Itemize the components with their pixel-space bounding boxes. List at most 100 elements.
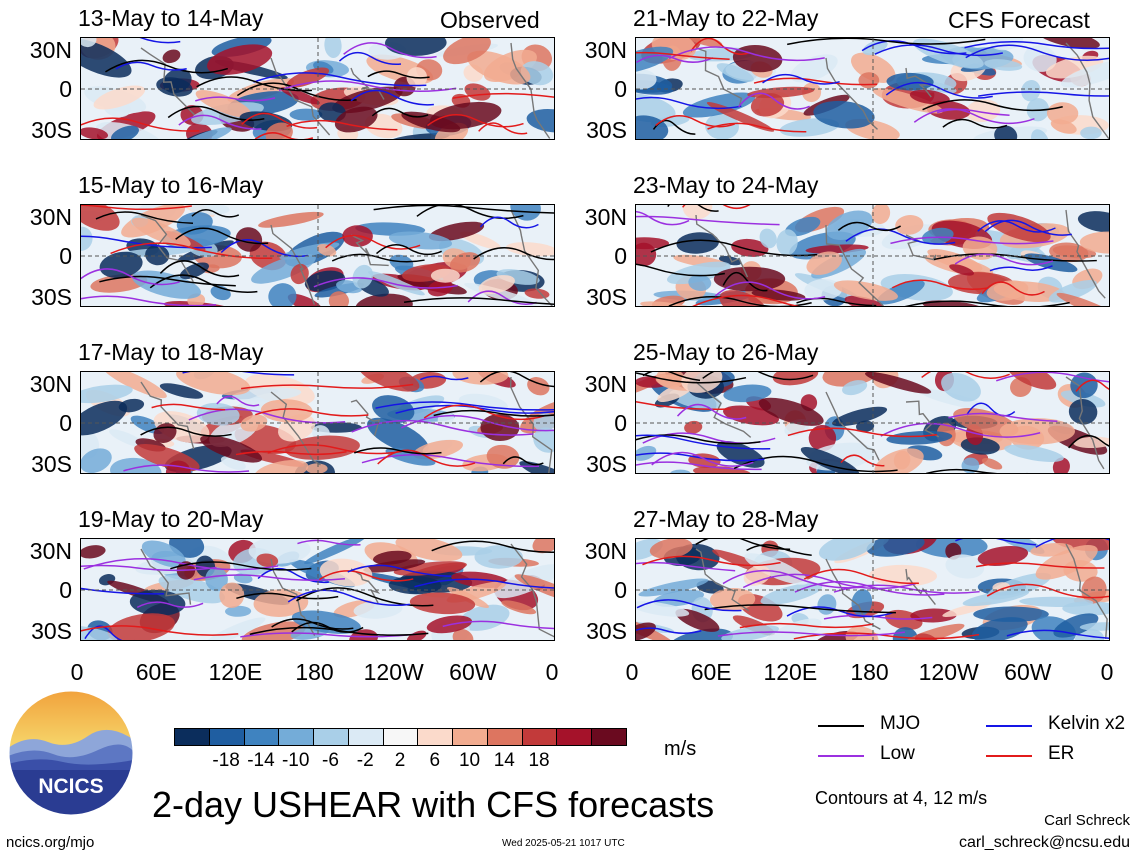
shear-anomaly-blob xyxy=(81,625,118,640)
wave-contour xyxy=(479,372,554,388)
wave-contour xyxy=(668,296,812,306)
wave-contour xyxy=(167,105,265,121)
shear-anomaly-blob xyxy=(81,448,112,473)
shear-anomaly-blob xyxy=(1004,444,1064,462)
shear-anomaly-blob xyxy=(81,384,133,404)
wave-contour xyxy=(331,253,425,263)
legend-line xyxy=(818,755,864,757)
lat-label: 0 xyxy=(59,577,72,603)
wave-contour xyxy=(401,414,554,432)
wave-contour xyxy=(977,220,1056,233)
panel-title: 23-May to 24-May xyxy=(633,172,819,198)
wave-contour xyxy=(81,235,212,249)
shear-anomaly-blob xyxy=(818,539,876,561)
wave-contour xyxy=(1075,379,1109,392)
shear-anomaly-blob xyxy=(372,395,415,423)
shear-anomaly-blob xyxy=(676,232,719,254)
lon-label: 180 xyxy=(850,659,889,685)
coastline xyxy=(270,558,316,636)
coastline xyxy=(270,391,321,466)
shear-anomaly-blob xyxy=(977,545,1029,567)
lon-label: 180 xyxy=(295,659,334,685)
shear-anomaly-blob xyxy=(999,418,1075,445)
shear-anomaly-blob xyxy=(409,592,476,615)
wave-contour xyxy=(375,401,554,411)
lon-label: 120E xyxy=(763,659,818,685)
wave-contour xyxy=(753,77,878,86)
shear-anomaly-blob xyxy=(200,435,263,463)
shear-anomaly-blob xyxy=(430,268,460,283)
wave-contour xyxy=(890,236,1054,245)
panel-title: 17-May to 18-May xyxy=(78,339,264,365)
wave-contour xyxy=(467,290,537,305)
shear-anomaly-blob xyxy=(81,545,106,559)
shear-anomaly-blob xyxy=(478,275,515,295)
shear-anomaly-blob xyxy=(1079,622,1109,631)
shear-anomaly-blob xyxy=(258,211,324,228)
coastline xyxy=(825,558,881,630)
shear-anomaly-blob xyxy=(994,125,1018,139)
lat-label: 0 xyxy=(614,410,627,436)
wave-contour xyxy=(297,539,361,546)
shear-anomaly-blob xyxy=(842,380,868,396)
shear-anomaly-blob xyxy=(893,450,911,470)
wave-contour xyxy=(318,570,414,582)
shear-anomaly-blob xyxy=(459,604,510,631)
shear-anomaly-blob xyxy=(640,301,702,306)
shear-anomaly-blob xyxy=(254,460,309,473)
shear-anomaly-blob xyxy=(467,50,531,85)
coastline xyxy=(695,548,750,612)
lat-label: 30N xyxy=(584,371,627,397)
shear-anomaly-blob xyxy=(719,290,767,306)
lon-label: 120W xyxy=(363,659,424,685)
wave-contour xyxy=(695,539,791,551)
shear-anomaly-blob xyxy=(81,127,109,139)
wave-contour xyxy=(955,539,1037,546)
lat-label: 30N xyxy=(29,204,72,230)
shear-anomaly-blob xyxy=(636,115,669,139)
shear-anomaly-blob xyxy=(256,553,279,568)
coastline xyxy=(510,209,554,306)
shear-anomaly-blob xyxy=(866,539,925,557)
lat-label: 0 xyxy=(614,76,627,102)
wave-contour xyxy=(136,601,204,609)
coastline xyxy=(825,391,880,461)
shear-anomaly-blob xyxy=(965,99,1001,123)
shear-anomaly-blob xyxy=(332,86,403,114)
colorbar-label: 2 xyxy=(394,750,406,771)
coastline xyxy=(905,400,940,438)
wave-contour xyxy=(254,132,314,139)
wave-contour xyxy=(195,96,276,102)
shear-anomaly-blob xyxy=(443,38,491,65)
colorbar-label: 18 xyxy=(528,750,550,771)
coastline xyxy=(695,381,752,438)
shear-anomaly-blob xyxy=(163,301,237,306)
wave-contour xyxy=(347,564,452,578)
shear-anomaly-blob xyxy=(667,628,734,640)
coastline xyxy=(1065,209,1106,299)
shear-anomaly-blob xyxy=(510,205,541,221)
shear-anomaly-blob xyxy=(355,293,413,306)
wave-contour xyxy=(123,464,250,473)
wave-contour xyxy=(796,297,877,306)
shear-anomaly-blob xyxy=(918,388,989,410)
wave-contour xyxy=(722,569,863,589)
shear-anomaly-blob xyxy=(636,601,690,617)
wave-contour xyxy=(840,454,885,467)
wave-contour xyxy=(253,72,427,87)
shear-anomaly-blob xyxy=(324,38,342,58)
wave-contour xyxy=(452,92,554,99)
shear-anomaly-blob xyxy=(316,243,337,257)
wave-contour xyxy=(636,54,714,64)
shear-anomaly-blob xyxy=(251,253,316,284)
shear-anomaly-blob xyxy=(1074,628,1105,640)
shear-anomaly-blob xyxy=(989,539,1045,554)
shear-anomaly-blob xyxy=(844,295,885,306)
wave-contour xyxy=(682,205,751,209)
shear-anomaly-blob xyxy=(141,540,186,568)
colorbar-label: -14 xyxy=(247,750,275,771)
colorbar-label: 6 xyxy=(429,750,441,771)
shear-anomaly-blob xyxy=(649,539,693,559)
shear-anomaly-blob xyxy=(220,456,246,470)
shear-anomaly-blob xyxy=(367,417,429,455)
